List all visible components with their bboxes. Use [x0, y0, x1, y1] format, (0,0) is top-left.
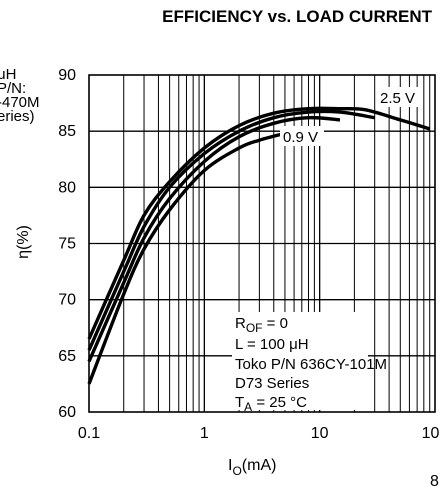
cond-r-value: = 0: [263, 315, 288, 332]
y-tick-label: 85: [58, 123, 76, 140]
label-0v9-bg: [280, 126, 324, 146]
label-0v9-text: 0.9 V: [283, 129, 318, 146]
efficiency-curves: [87, 106, 431, 385]
y-axis-label: η(%): [15, 225, 32, 259]
y-tick-label: 70: [58, 292, 76, 309]
left-cutoff-line1: μH: [0, 66, 16, 83]
cond-r-main: R: [235, 315, 246, 332]
y-tick-labels: 60 65 70 75 80 85 90: [58, 67, 76, 421]
cond-r-sub: OF: [246, 321, 263, 335]
label-0v9: 0.9 V: [280, 126, 324, 146]
label-2v5: 2.5 V: [377, 87, 421, 107]
y-tick-label: 80: [58, 179, 76, 196]
cond-ta: TA = 25 °C: [235, 394, 307, 414]
page-fragment: 8: [430, 473, 439, 490]
cond-ta-value: = 25 °C: [252, 394, 307, 411]
x-tick-labels: 0.1 1 10 100: [78, 425, 440, 442]
cond-part: Toko P/N 636CY-101M: [235, 356, 387, 373]
y-tick-label: 90: [58, 67, 76, 84]
conditions-box-bg: [232, 312, 368, 410]
x-axis-label-unit: (mA): [242, 457, 277, 474]
efficiency-curve-4: [87, 131, 286, 385]
left-cutoff-line3: -470M: [0, 94, 40, 111]
plot-frame: [88, 74, 436, 413]
x-tick-label: 1: [200, 425, 209, 442]
efficiency-curve-1: [87, 106, 431, 340]
left-cutoff-line4: eries): [0, 108, 35, 125]
y-tick-label: 60: [58, 404, 76, 421]
cond-ta-sub: A: [244, 400, 252, 414]
y-tick-label: 75: [58, 236, 76, 253]
label-2v5-bg: [377, 87, 421, 107]
cond-series: D73 Series: [235, 375, 309, 392]
cond-inductor: L = 100 μH: [235, 336, 309, 353]
x-tick-label: 100: [422, 425, 440, 442]
efficiency-curve-2: [87, 109, 375, 351]
chart-title: EFFICIENCY vs. LOAD CURRENT: [162, 7, 432, 26]
label-2v5-text: 2.5 V: [380, 90, 415, 107]
left-cutoff-line2: P/N:: [0, 80, 26, 97]
x-tick-label: 10: [311, 425, 329, 442]
cond-ta-main: T: [235, 394, 244, 411]
x-axis-label: IO(mA): [228, 457, 276, 478]
x-axis-label-sub: O: [232, 464, 241, 478]
cond-r-of: ROF = 0: [235, 315, 288, 335]
x-axis-label-main: I: [228, 457, 232, 474]
x-tick-label: 0.1: [78, 425, 100, 442]
left-cutoff-text: μH P/N: -470M eries): [0, 66, 40, 125]
conditions-box: ROF = 0 L = 100 μH Toko P/N 636CY-101M D…: [232, 312, 387, 414]
efficiency-curve-3: [87, 115, 341, 363]
y-tick-label: 65: [58, 348, 76, 365]
